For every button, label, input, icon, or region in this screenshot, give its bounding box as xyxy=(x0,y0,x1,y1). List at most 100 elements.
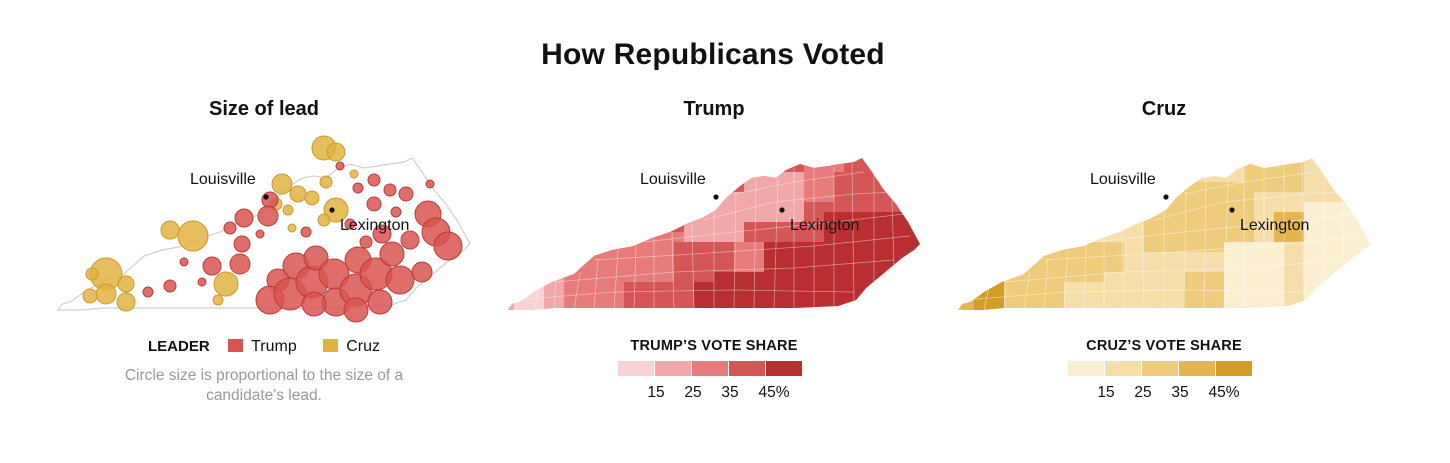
trump-scale-ticks: 15 25 35 45% xyxy=(618,384,808,404)
trump-bubble xyxy=(344,218,356,230)
scale-tick: 15 xyxy=(1097,384,1115,401)
panel-title-trump: Trump xyxy=(683,98,745,120)
trump-bubble xyxy=(372,224,392,244)
cruz-bubble xyxy=(116,292,136,312)
trump-scale-title: TRUMP’S VOTE SHARE xyxy=(630,338,798,354)
scale-tick: 15 xyxy=(647,384,665,401)
cruz-scale-ticks: 15 25 35 45% xyxy=(1068,384,1258,404)
trump-scale-box xyxy=(729,361,765,376)
lexington-label: Lexington xyxy=(790,217,859,234)
trump-bubble xyxy=(223,221,237,235)
scale-tick: 25 xyxy=(684,384,702,401)
legend-leader-label: LEADER xyxy=(148,338,210,355)
cruz-map: Louisville Lexington xyxy=(958,158,1370,310)
trump-bubble xyxy=(383,183,397,197)
leader-legend: LEADER Trump Cruz xyxy=(44,338,484,356)
cruz-bubble xyxy=(117,275,135,293)
trump-bubble xyxy=(398,186,414,202)
trump-bubble xyxy=(425,179,435,189)
trump-panel: Trump xyxy=(494,96,934,436)
trump-bubble xyxy=(411,261,433,283)
cruz-bubble xyxy=(85,267,99,281)
trump-swatch xyxy=(228,339,244,352)
lexington-label: Lexington xyxy=(340,217,409,234)
cruz-bubble xyxy=(326,142,346,162)
cruz-scale-box xyxy=(1068,361,1104,376)
trump-bubble xyxy=(301,291,327,317)
lexington-dot xyxy=(329,207,335,213)
cruz-bubble xyxy=(287,223,297,233)
cruz-bubble xyxy=(160,220,180,240)
trump-bubble xyxy=(255,229,265,239)
cruz-bubble xyxy=(323,197,349,223)
trump-bubble xyxy=(385,265,415,295)
scale-tick: 35 xyxy=(721,384,739,401)
trump-counties xyxy=(508,158,920,310)
trump-bubble xyxy=(343,297,369,323)
legend-trump-label: Trump xyxy=(251,338,297,355)
cruz-scale-box xyxy=(1142,361,1178,376)
cruz-scale-box xyxy=(1216,361,1252,376)
trump-bubble xyxy=(257,205,279,227)
trump-bubble xyxy=(179,257,189,267)
trump-scale-box xyxy=(692,361,728,376)
louisville-label: Louisville xyxy=(1090,171,1156,188)
cruz-bubble xyxy=(212,294,224,306)
trump-scale-box xyxy=(618,361,654,376)
cruz-bubble xyxy=(319,175,333,189)
cruz-bubble xyxy=(213,271,239,297)
cruz-bubble xyxy=(177,220,209,252)
trump-bubble xyxy=(367,173,381,187)
trump-bubble xyxy=(229,253,251,275)
scale-tick: 45% xyxy=(1208,384,1240,401)
trump-bubble xyxy=(367,289,393,315)
cruz-bubble xyxy=(282,204,294,216)
scale-tick: 25 xyxy=(1134,384,1152,401)
trump-bubble xyxy=(335,161,345,171)
cruz-scale-box xyxy=(1105,361,1141,376)
louisville-dot xyxy=(713,194,719,200)
cruz-panel: Cruz Louisville xyxy=(944,96,1384,436)
trump-bubble xyxy=(197,277,207,287)
page-title: How Republicans Voted xyxy=(541,38,885,71)
trump-bubble xyxy=(366,196,382,212)
cruz-counties xyxy=(958,158,1370,310)
cruz-scale-box xyxy=(1179,361,1215,376)
trump-bubble xyxy=(261,191,279,209)
lead-panel: Size of lead xyxy=(44,96,484,436)
cruz-bubble xyxy=(95,283,117,305)
trump-bubble xyxy=(359,235,373,249)
scale-tick: 45% xyxy=(758,384,790,401)
lead-bubbles xyxy=(82,135,463,323)
cruz-bubble xyxy=(349,169,359,179)
trump-bubble xyxy=(163,279,177,293)
louisville-dot xyxy=(263,194,269,200)
panel-title-cruz: Cruz xyxy=(1141,98,1187,120)
lead-map: Louisville Lexington xyxy=(56,135,471,323)
trump-bubble xyxy=(390,206,402,218)
trump-bubble xyxy=(142,286,154,298)
cruz-bubble xyxy=(271,173,293,195)
trump-bubble xyxy=(433,231,463,261)
lexington-label: Lexington xyxy=(1240,217,1309,234)
louisville-label: Louisville xyxy=(640,171,706,188)
trump-bubble xyxy=(303,245,329,271)
legend-note: Circle size is proportional to the size … xyxy=(124,367,404,404)
cruz-bubble xyxy=(304,190,320,206)
trump-bubble xyxy=(233,235,251,253)
legend-cruz-label: Cruz xyxy=(346,338,380,355)
trump-bubble xyxy=(379,241,405,267)
cruz-bubble xyxy=(289,185,307,203)
cruz-bubble xyxy=(82,288,98,304)
cruz-scale-title: CRUZ’S VOTE SHARE xyxy=(1086,338,1242,354)
cruz-swatch xyxy=(323,339,339,352)
trump-scale-box xyxy=(655,361,691,376)
lexington-dot xyxy=(1229,207,1235,213)
lexington-dot xyxy=(779,207,785,213)
scale-tick: 35 xyxy=(1171,384,1189,401)
louisville-dot xyxy=(1163,194,1169,200)
trump-bubble xyxy=(300,226,312,238)
trump-scale-box xyxy=(766,361,802,376)
trump-map: Louisville Lexington xyxy=(508,158,920,310)
trump-bubble xyxy=(234,208,254,228)
